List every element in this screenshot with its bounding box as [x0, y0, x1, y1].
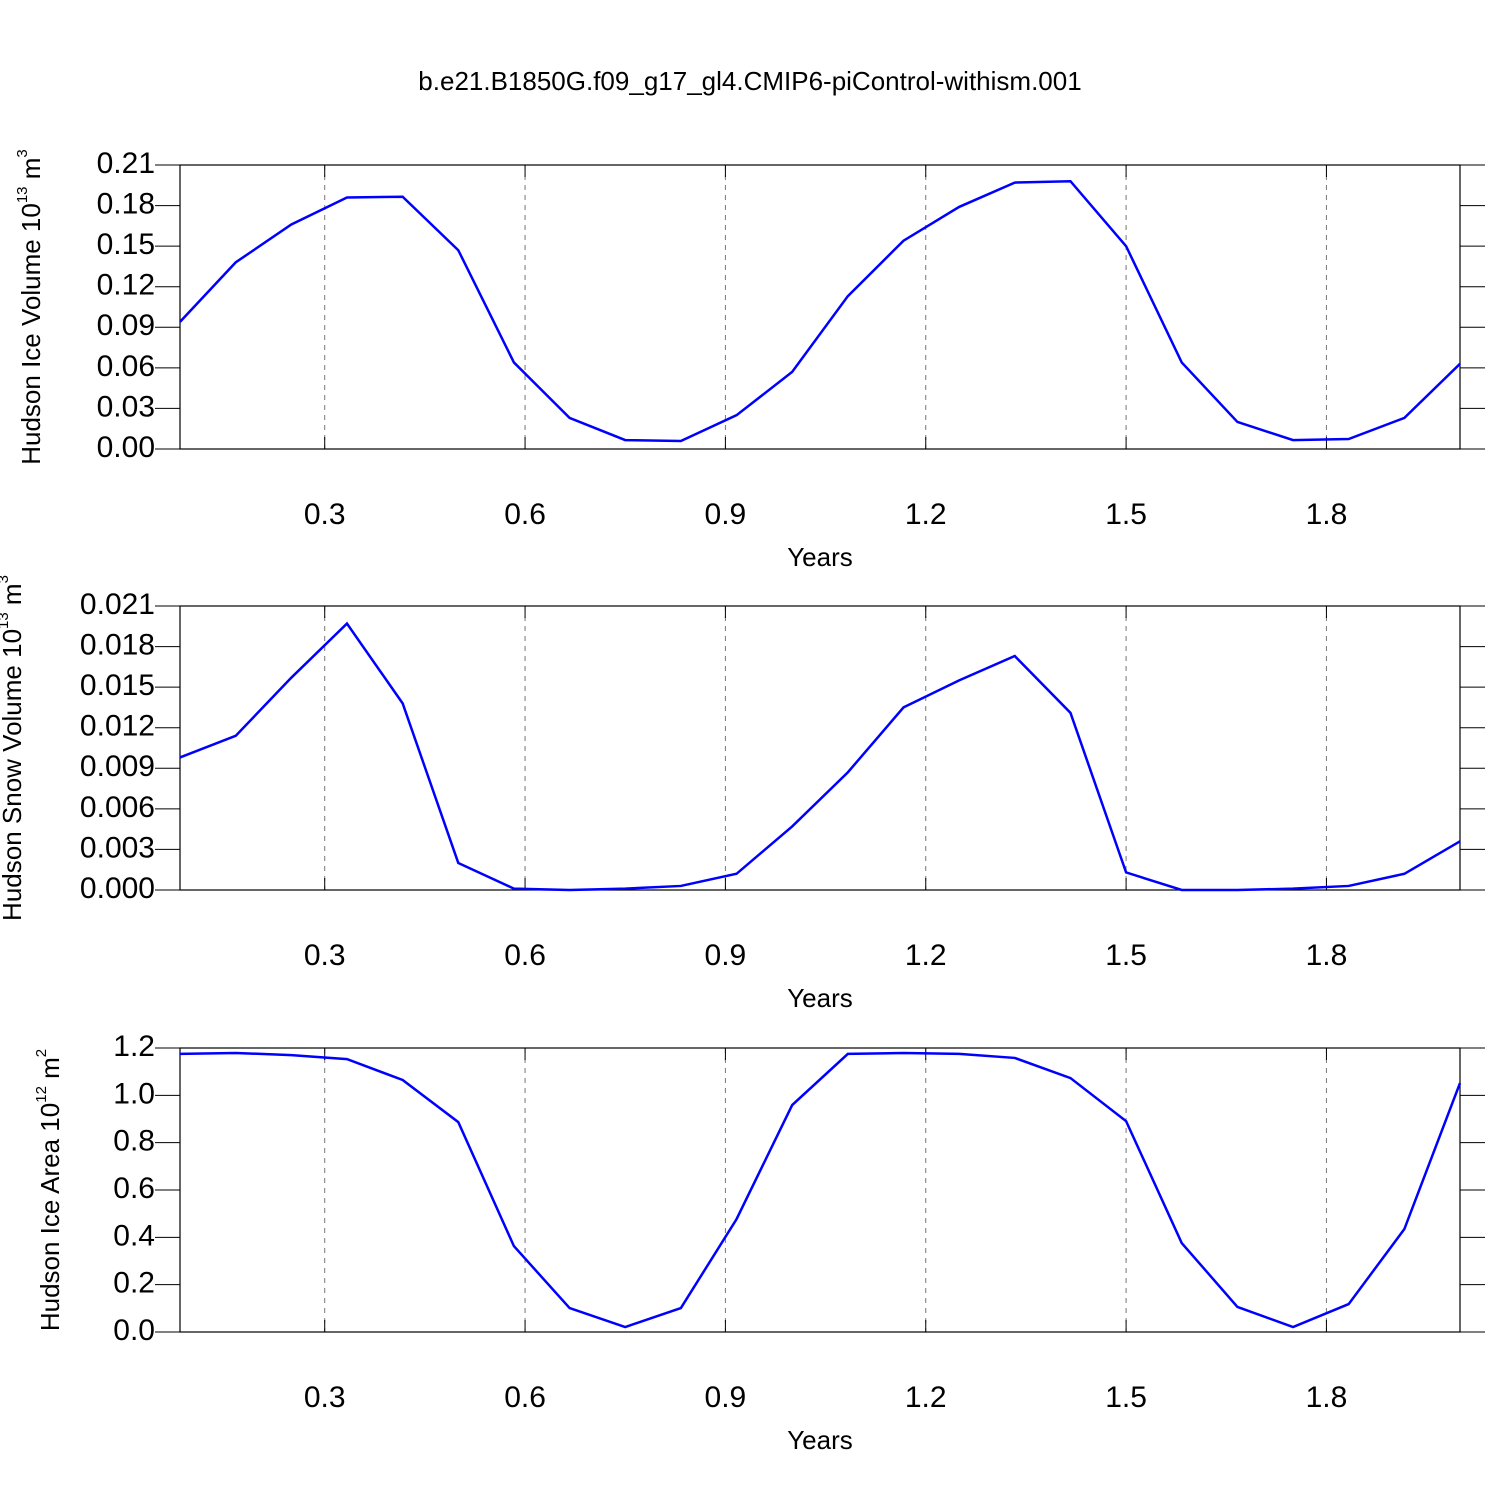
- x-tick-label: 0.9: [705, 498, 747, 531]
- x-tick-label: 0.6: [504, 1381, 546, 1414]
- x-tick-label: 0.6: [504, 939, 546, 972]
- y-label-text: Hudson Ice Area 10: [35, 1103, 65, 1331]
- plot-frame: [179, 1047, 1461, 1333]
- x-tick-label: 0.3: [304, 498, 346, 531]
- y-axis-label: Hudson Snow Volume 1013 m3: [0, 575, 27, 921]
- y-tick-label: 0.012: [80, 710, 155, 743]
- data-line: [179, 621, 1461, 892]
- y-tick-label: 1.2: [113, 1030, 155, 1063]
- y-tick-label: 0.15: [97, 228, 155, 261]
- y-label-unit-exponent: 2: [33, 1049, 50, 1057]
- x-tick-label: 0.3: [304, 939, 346, 972]
- y-label-exponent: 13: [14, 186, 31, 203]
- y-tick-label: 0.021: [80, 588, 155, 621]
- x-tick-label: 1.8: [1306, 1381, 1348, 1414]
- y-tick-label: 0.03: [97, 390, 155, 423]
- y-label-text: Hudson Ice Volume 10: [16, 203, 46, 465]
- y-tick-label: 0.06: [97, 350, 155, 383]
- y-tick-label: 0.003: [80, 831, 155, 864]
- plot-frame: [179, 605, 1461, 891]
- y-label-unit: m: [0, 583, 27, 612]
- y-axis-label: Hudson Ice Area 1012 m2: [33, 1049, 65, 1331]
- x-axis-label: Years: [787, 542, 853, 572]
- y-tick-label: 0.006: [80, 791, 155, 824]
- data-line: [179, 179, 1461, 443]
- x-tick-label: 1.8: [1306, 498, 1348, 531]
- x-axis-label: Years: [787, 1425, 853, 1455]
- x-tick-label: 1.2: [905, 939, 947, 972]
- y-label-text: Hudson Snow Volume 10: [0, 629, 27, 921]
- y-tick-label: 0.4: [113, 1219, 155, 1252]
- y-label-unit: m: [35, 1057, 65, 1086]
- y-label-exponent: 13: [0, 612, 12, 629]
- x-axis-label: Years: [787, 983, 853, 1013]
- x-tick-label: 1.2: [905, 1381, 947, 1414]
- x-tick-label: 0.9: [705, 939, 747, 972]
- y-tick-label: 1.0: [113, 1077, 155, 1110]
- y-tick-label: 0.0: [113, 1314, 155, 1347]
- y-tick-label: 0.18: [97, 187, 155, 220]
- y-label-unit-exponent: 3: [0, 575, 12, 583]
- x-tick-label: 0.6: [504, 498, 546, 531]
- y-label-unit-exponent: 3: [14, 149, 31, 157]
- y-tick-label: 0.21: [97, 147, 155, 180]
- x-tick-label: 1.5: [1105, 498, 1147, 531]
- y-tick-label: 0.12: [97, 269, 155, 302]
- y-tick-label: 0.015: [80, 669, 155, 702]
- y-tick-label: 0.00: [97, 431, 155, 464]
- x-tick-label: 1.2: [905, 498, 947, 531]
- y-label-unit: m: [16, 158, 46, 187]
- y-tick-label: 0.6: [113, 1172, 155, 1205]
- y-tick-label: 0.2: [113, 1267, 155, 1300]
- x-tick-label: 0.3: [304, 1381, 346, 1414]
- chart-title: b.e21.B1850G.f09_g17_gl4.CMIP6-piControl…: [418, 66, 1081, 96]
- y-tick-label: 0.009: [80, 750, 155, 783]
- y-tick-label: 0.09: [97, 309, 155, 342]
- y-label-exponent: 12: [33, 1086, 50, 1103]
- data-line: [179, 1051, 1462, 1329]
- x-tick-label: 1.5: [1105, 939, 1147, 972]
- plot-frame: [179, 164, 1461, 450]
- x-tick-label: 1.5: [1105, 1381, 1147, 1414]
- y-tick-label: 0.8: [113, 1125, 155, 1158]
- x-tick-label: 0.9: [705, 1381, 747, 1414]
- x-tick-label: 1.8: [1306, 939, 1348, 972]
- y-tick-label: 0.000: [80, 872, 155, 905]
- y-tick-label: 0.018: [80, 628, 155, 661]
- y-axis-label: Hudson Ice Volume 1013 m3: [14, 149, 46, 465]
